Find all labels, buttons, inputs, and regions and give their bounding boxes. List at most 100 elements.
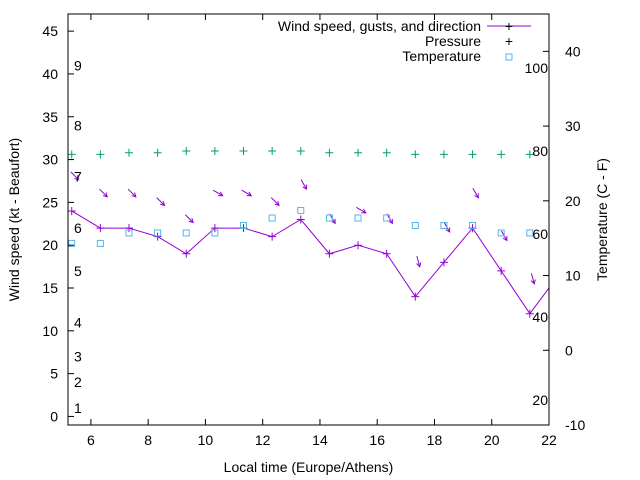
wind-direction-arrowhead	[474, 193, 479, 199]
temperature-point	[383, 214, 391, 222]
y-tick-label: 35	[42, 109, 58, 125]
wind-direction-arrowhead	[361, 208, 367, 214]
x-tick-label: 8	[144, 432, 152, 448]
y-tick-label: 30	[42, 152, 58, 168]
pressure-point	[296, 147, 305, 155]
pressure-point	[382, 148, 391, 157]
temperature-point	[297, 207, 305, 215]
pressure-point	[439, 150, 448, 159]
pressure-point	[525, 150, 534, 159]
wind-direction-arrowhead	[388, 218, 393, 225]
y-tick-label: 40	[42, 66, 58, 82]
wind-point	[525, 309, 534, 318]
beaufort-label: 1	[74, 400, 82, 416]
temperature-point	[440, 221, 448, 229]
wind-point	[497, 266, 506, 275]
x-axis-label: Local time (Europe/Athens)	[224, 459, 394, 475]
fahrenheit-label: 40	[532, 309, 548, 325]
temperature-point	[154, 229, 162, 237]
wind-point	[325, 249, 334, 258]
temperature-point	[325, 214, 333, 222]
y2-tick-label: 30	[565, 118, 581, 134]
fahrenheit-label: 20	[532, 392, 548, 408]
wind-direction-arrowhead	[131, 192, 137, 198]
y2-tick-label: -10	[565, 417, 585, 433]
wind-direction-arrow	[530, 273, 535, 285]
wind-direction-arrow	[472, 187, 479, 198]
legend-pressure-marker: +	[505, 33, 513, 49]
y2-tick-label: 10	[565, 268, 581, 284]
wind-point	[124, 224, 133, 233]
legend-temperature-label: Temperature	[402, 48, 481, 64]
temperature-point	[240, 221, 248, 229]
pressure-point	[124, 148, 133, 157]
wind-point	[439, 258, 448, 267]
wind-direction-arrow	[70, 171, 79, 181]
wind-direction-arrow	[212, 189, 223, 197]
fahrenheit-label: 60	[532, 226, 548, 242]
wind-line	[71, 210, 549, 315]
legend-wind-marker: +	[505, 18, 513, 34]
temperature-point	[526, 229, 534, 237]
wind-direction-arrowhead	[331, 218, 336, 225]
wind-direction-arrowhead	[218, 191, 224, 197]
x-tick-label: 12	[255, 432, 271, 448]
wind-direction-arrowhead	[416, 262, 422, 268]
wind-direction-arrow	[156, 197, 165, 206]
beaufort-label: 7	[74, 169, 82, 185]
pressure-point	[325, 148, 334, 157]
legend: Wind speed, gusts, and direction + Press…	[278, 18, 531, 64]
wind-direction-arrow	[185, 214, 194, 223]
y-tick-label: 0	[50, 408, 58, 424]
pressure-point	[468, 150, 477, 159]
temperature-point	[268, 214, 276, 222]
wind-direction-arrow	[416, 256, 421, 267]
pressure-point	[182, 147, 191, 155]
x-tick-label: 16	[369, 432, 385, 448]
wind-direction-arrowhead	[246, 191, 253, 197]
temperature-point	[211, 229, 219, 237]
wind-direction-arrowhead	[274, 200, 280, 207]
legend-temperature-marker	[505, 53, 513, 61]
y2-tick-label: 20	[565, 193, 581, 209]
legend-pressure-label: Pressure	[425, 33, 481, 49]
wind-direction-arrow	[99, 188, 108, 198]
wind-point	[382, 249, 391, 258]
temperature-point	[354, 214, 362, 222]
temperature-point	[182, 229, 190, 237]
pressure-point	[68, 150, 76, 159]
wind-point	[153, 232, 162, 241]
y-tick-label: 15	[42, 280, 58, 296]
wind-direction-arrowhead	[302, 184, 308, 191]
pressure-point	[411, 150, 420, 159]
wind-direction-arrowhead	[188, 218, 194, 224]
x-tick-label: 22	[541, 432, 557, 448]
beaufort-label: 5	[74, 263, 82, 279]
ticks-layer: 6 8 10 12 14 16 18 20 22051015202530354045-10010…	[42, 14, 585, 448]
wind-direction-arrowhead	[74, 175, 80, 181]
y-tick-label: 25	[42, 194, 58, 210]
x-tick-label: 10	[198, 432, 214, 448]
wind-direction-arrow	[127, 188, 137, 198]
wind-direction-arrow	[356, 206, 367, 214]
pressure-point	[239, 147, 248, 155]
x-tick-label: 20	[484, 432, 500, 448]
pressure-point	[96, 150, 105, 159]
wind-point	[268, 232, 277, 241]
fahrenheit-label: 100	[525, 60, 549, 76]
wind-direction-arrowhead	[102, 192, 108, 198]
wind-direction-arrowhead	[160, 200, 166, 207]
pressure-point	[497, 150, 506, 159]
pressure-point	[153, 148, 162, 157]
beaufort-label: 6	[74, 220, 82, 236]
temperature-point	[497, 229, 505, 237]
y-tick-label: 20	[42, 237, 58, 253]
beaufort-label: 9	[74, 57, 82, 73]
beaufort-label: 2	[74, 374, 82, 390]
temperature-point	[411, 221, 419, 229]
legend-wind-label: Wind speed, gusts, and direction	[278, 18, 481, 34]
series-layer	[68, 147, 549, 318]
wind-point	[182, 249, 191, 258]
x-tick-label: 18	[427, 432, 443, 448]
